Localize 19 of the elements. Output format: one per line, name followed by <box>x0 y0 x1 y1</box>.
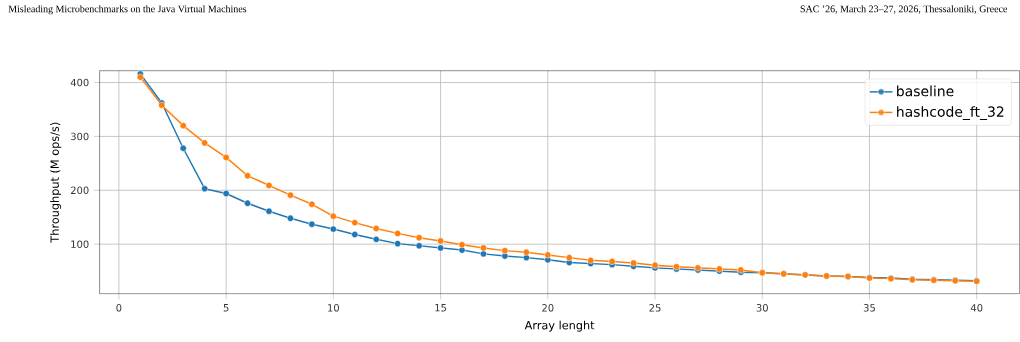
x-tick-label: 30 <box>756 304 768 312</box>
x-tick-label: 10 <box>328 304 339 312</box>
y-tick-label: 400 <box>70 79 89 87</box>
text: Misleading Microbenchmarks on the Java Virtual Machines <box>8 5 247 15</box>
x-axis-title: Array lenght <box>524 320 595 332</box>
x-tick-label: 40 <box>970 304 983 312</box>
y-axis-title: Throughput (M ops/s) <box>50 122 62 243</box>
x-tick-label: 15 <box>435 304 447 312</box>
text: SAC ’26, March 23–27, 2026, Thessaloniki, Greece <box>800 5 1008 14</box>
x-tick-label: 25 <box>649 304 661 312</box>
legend-label: baseline <box>897 85 954 97</box>
y-tick-label: 100 <box>71 240 89 249</box>
legend-label: hashcode_ft_32 <box>897 106 1004 121</box>
x-tick-label: 20 <box>542 304 554 312</box>
y-tick-label: 200 <box>70 186 89 195</box>
x-tick-label: 0 <box>116 304 122 312</box>
x-tick-label: 5 <box>223 304 229 312</box>
x-tick-label: 35 <box>863 304 875 312</box>
y-tick-label: 300 <box>70 132 89 141</box>
